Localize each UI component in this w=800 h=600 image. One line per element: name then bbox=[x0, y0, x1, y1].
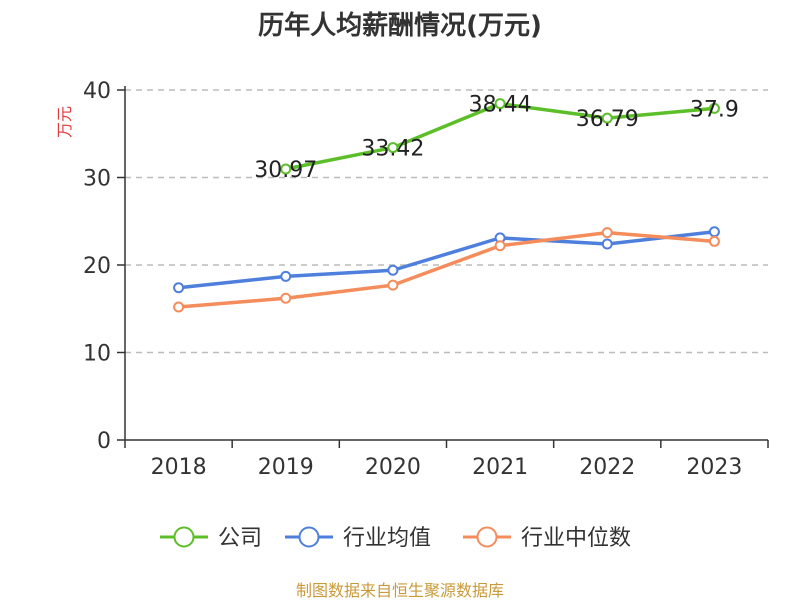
data-point bbox=[708, 226, 720, 238]
data-point bbox=[280, 163, 292, 175]
y-tick-label: 20 bbox=[83, 254, 111, 279]
series-行业中位数 bbox=[173, 227, 720, 313]
series-line bbox=[178, 230, 715, 309]
data-point bbox=[708, 102, 720, 114]
data-label: 37.9 bbox=[690, 97, 739, 122]
data-point bbox=[601, 227, 613, 239]
legend-marker bbox=[173, 526, 195, 548]
x-tick-label: 2019 bbox=[258, 455, 314, 480]
legend-marker bbox=[298, 526, 320, 548]
data-label: 33.42 bbox=[361, 137, 424, 162]
data-point bbox=[601, 112, 613, 124]
legend-item[interactable]: 公司 bbox=[160, 526, 262, 551]
x-tick-label: 2021 bbox=[472, 455, 528, 480]
data-point bbox=[280, 270, 292, 282]
data-label: 36.79 bbox=[576, 107, 639, 132]
y-tick-label: 30 bbox=[83, 167, 111, 192]
x-tick-label: 2023 bbox=[686, 455, 742, 480]
data-point bbox=[387, 264, 399, 276]
axes: 0 10 20 30 40 2018 2019 2020 2021 2022 2023 bbox=[83, 79, 769, 480]
data-label: 30.97 bbox=[254, 158, 317, 183]
y-tick-label: 40 bbox=[83, 79, 111, 104]
data-point bbox=[387, 279, 399, 291]
data-point bbox=[173, 282, 185, 294]
gridlines bbox=[125, 89, 768, 354]
x-tick-label: 2022 bbox=[579, 455, 635, 480]
data-point bbox=[173, 301, 185, 313]
series-行业均值 bbox=[173, 226, 720, 294]
x-tick-label: 2020 bbox=[365, 455, 421, 480]
y-tick-label: 0 bbox=[97, 429, 111, 454]
data-point bbox=[387, 142, 399, 154]
y-axis-label: 万元 bbox=[55, 106, 74, 138]
legend-label: 公司 bbox=[218, 526, 262, 551]
x-tick-label: 2018 bbox=[151, 455, 207, 480]
legend-item[interactable]: 行业中位数 bbox=[463, 526, 631, 551]
series-group: 30.97 33.42 38.44 36.79 37.9 bbox=[173, 93, 739, 313]
legend-marker bbox=[476, 526, 498, 548]
data-point bbox=[494, 240, 506, 252]
legend-label: 行业均值 bbox=[343, 526, 431, 551]
data-point bbox=[708, 235, 720, 247]
y-tick-label: 10 bbox=[83, 342, 111, 367]
data-point bbox=[601, 238, 613, 250]
series-公司: 30.97 33.42 38.44 36.79 37.9 bbox=[254, 93, 739, 183]
legend[interactable]: 公司 行业均值 行业中位数 bbox=[160, 526, 631, 551]
data-label: 38.44 bbox=[469, 93, 532, 118]
chart-title: 历年人均薪酬情况(万元) bbox=[258, 10, 542, 41]
data-point bbox=[280, 292, 292, 304]
legend-item[interactable]: 行业均值 bbox=[285, 526, 431, 551]
data-point bbox=[494, 98, 506, 110]
series-line bbox=[178, 230, 715, 290]
legend-label: 行业中位数 bbox=[521, 526, 631, 551]
source-note: 制图数据来自恒生聚源数据库 bbox=[296, 581, 504, 600]
